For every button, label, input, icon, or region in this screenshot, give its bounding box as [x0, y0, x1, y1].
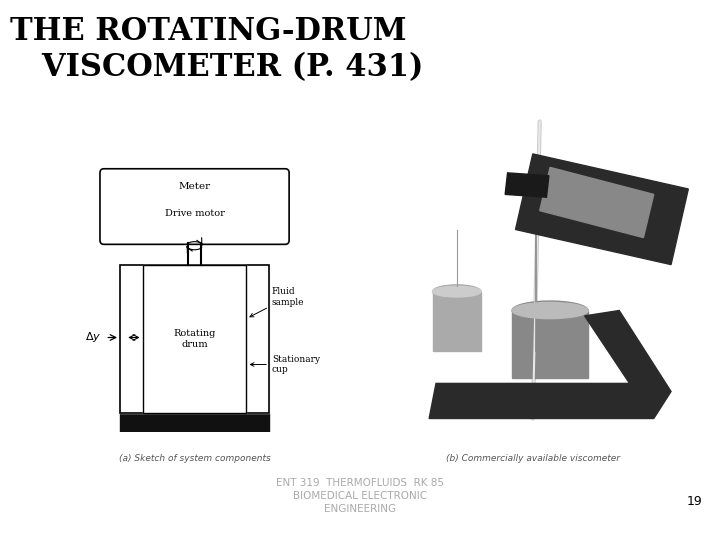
Text: 19: 19 — [686, 495, 702, 508]
Bar — [120, 413, 269, 432]
Polygon shape — [540, 167, 654, 238]
Text: (a) Sketch of system components: (a) Sketch of system components — [119, 454, 271, 463]
Bar — [143, 265, 246, 413]
Ellipse shape — [512, 301, 588, 320]
Ellipse shape — [433, 286, 481, 297]
Bar — [505, 173, 549, 197]
Polygon shape — [533, 197, 671, 243]
Text: Rotating
drum: Rotating drum — [174, 329, 216, 348]
Bar — [512, 310, 588, 378]
Text: Stationary
cup: Stationary cup — [251, 355, 320, 374]
Text: $\Delta y$: $\Delta y$ — [85, 330, 102, 345]
Text: ENT 319  THERMOFLUIDS  RK 85
BIOMEDICAL ELECTRONIC
ENGINEERING: ENT 319 THERMOFLUIDS RK 85 BIOMEDICAL EL… — [276, 478, 444, 514]
Text: THE ROTATING-DRUM
   VISCOMETER (P. 431): THE ROTATING-DRUM VISCOMETER (P. 431) — [10, 16, 423, 83]
Text: Fluid
sample: Fluid sample — [250, 287, 305, 317]
Ellipse shape — [433, 285, 481, 298]
Text: Drive motor: Drive motor — [165, 209, 225, 218]
Polygon shape — [429, 310, 671, 419]
Text: Meter: Meter — [179, 182, 211, 191]
Polygon shape — [516, 154, 688, 265]
Bar — [246, 265, 269, 413]
Bar — [433, 292, 481, 351]
Bar — [120, 265, 143, 413]
Bar — [120, 265, 269, 413]
Bar — [143, 265, 246, 413]
Ellipse shape — [512, 302, 588, 319]
FancyBboxPatch shape — [100, 168, 289, 244]
Bar — [120, 265, 269, 413]
Text: (b) Commercially available viscometer: (b) Commercially available viscometer — [446, 454, 620, 463]
